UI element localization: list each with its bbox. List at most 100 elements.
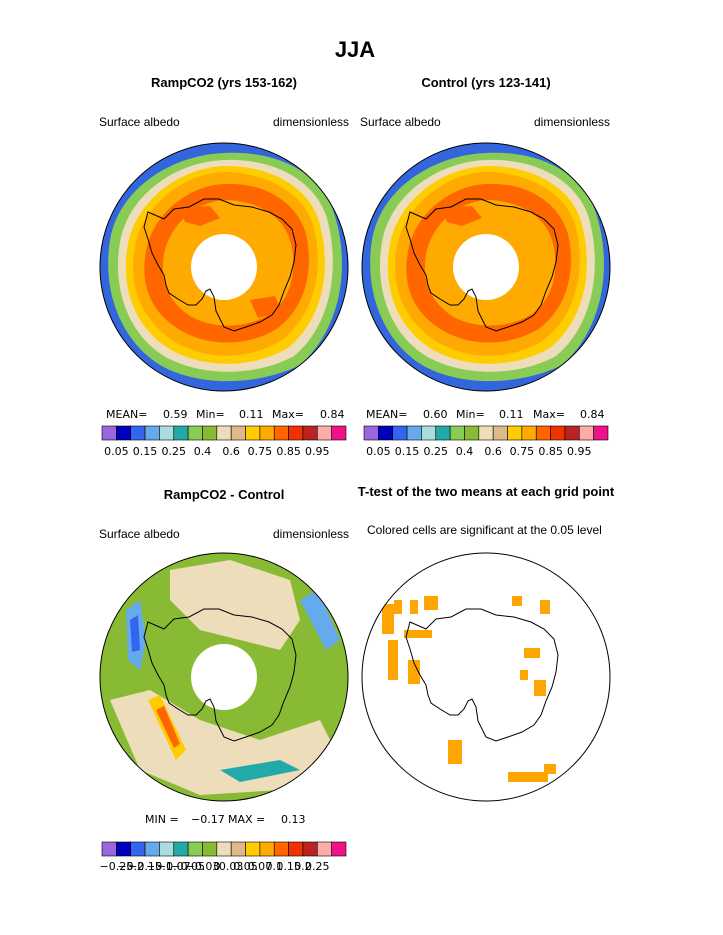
colorbar-swatch <box>363 425 379 441</box>
colorbar-swatch <box>331 841 347 857</box>
colorbar-swatch <box>492 425 508 441</box>
colorbar-swatch <box>316 425 332 441</box>
colorbar-tick-label: 0.85 <box>538 445 563 458</box>
colorbar-tick-label: −0.2 <box>117 860 144 873</box>
colorbar-swatch <box>331 425 347 441</box>
colorbar-swatch <box>202 425 218 441</box>
colorbar-swatch <box>101 841 117 857</box>
colorbar-swatch <box>202 841 218 857</box>
difference-right-label: dimensionless <box>273 527 350 541</box>
difference-left-label: Surface albedo <box>99 527 180 541</box>
colorbar-swatch <box>288 841 304 857</box>
colorbar-tick-label: 0.75 <box>510 445 535 458</box>
colorbar-tick-label: −0.03 <box>186 860 220 873</box>
rampco2-mean-value: 0.59 <box>163 408 188 421</box>
colorbar-tick-label: −0.1 <box>146 860 173 873</box>
colorbar-swatch <box>521 425 537 441</box>
colorbar-swatch <box>507 425 523 441</box>
control-map <box>361 142 611 392</box>
colorbar-swatch <box>173 425 189 441</box>
colorbar-swatch <box>116 425 132 441</box>
colorbar-tick-label: 0.05 <box>104 445 129 458</box>
colorbar-tick-label: −0.15 <box>128 860 162 873</box>
colorbar-swatch <box>421 425 437 441</box>
rampco2-map <box>99 142 349 392</box>
rampco2-right-label: dimensionless <box>273 115 350 129</box>
colorbar-swatch <box>464 425 480 441</box>
colorbar-swatch <box>273 425 289 441</box>
control-left-label: Surface albedo <box>360 115 441 129</box>
colorbar-tick-label: 0.03 <box>219 860 244 873</box>
colorbar-tick-label: −0.07 <box>157 860 191 873</box>
colorbar-tick-label: 0.05 <box>366 445 391 458</box>
rampco2-left-label: Surface albedo <box>99 115 180 129</box>
rampco2-max-label: Max= <box>272 408 304 421</box>
colorbar-swatch <box>159 425 175 441</box>
control-mean-value: 0.60 <box>423 408 448 421</box>
colorbar-tick-label: −0.05 <box>171 860 205 873</box>
colorbar-tick-label: 0.25 <box>424 445 449 458</box>
colorbar-swatch <box>230 425 246 441</box>
difference-max-value: 0.13 <box>281 813 306 826</box>
difference-min-value: −0.17 <box>191 813 225 826</box>
colorbar-swatch <box>144 841 160 857</box>
ttest-subtitle: Colored cells are significant at the 0.0… <box>367 523 602 537</box>
colorbar-swatch <box>216 841 232 857</box>
colorbar-tick-label: −0.25 <box>99 860 133 873</box>
control-max-value: 0.84 <box>580 408 605 421</box>
colorbar-tick-label: 0.6 <box>222 445 240 458</box>
colorbar-swatch <box>173 841 189 857</box>
rampco2-panel-title: RampCO2 (yrs 153-162) <box>151 75 297 90</box>
colorbar-swatch <box>273 841 289 857</box>
ttest-map <box>361 552 611 802</box>
colorbar-tick-label: 0.1 <box>265 860 283 873</box>
colorbar-tick-label: 0.75 <box>248 445 273 458</box>
difference-panel-title: RampCO2 - Control <box>163 487 285 502</box>
control-min-label: Min= <box>456 408 485 421</box>
colorbar-swatch <box>302 841 318 857</box>
rampco2-max-value: 0.84 <box>320 408 345 421</box>
colorbar-swatch <box>159 841 175 857</box>
colorbar-swatch <box>593 425 609 441</box>
colorbar-tick-label: 0.25 <box>305 860 330 873</box>
control-max-label: Max= <box>533 408 565 421</box>
colorbar-swatch <box>406 425 422 441</box>
colorbar-swatch <box>578 425 594 441</box>
difference-map <box>99 552 349 802</box>
colorbar-swatch <box>288 425 304 441</box>
colorbar-swatch <box>130 425 146 441</box>
colorbar-swatch <box>378 425 394 441</box>
control-min-value: 0.11 <box>499 408 524 421</box>
colorbar-swatch <box>187 425 203 441</box>
colorbar-swatch <box>144 425 160 441</box>
colorbar-swatch <box>245 425 261 441</box>
rampco2-min-value: 0.11 <box>239 408 264 421</box>
page-title: JJA <box>334 37 376 62</box>
colorbar-tick-label: 0.05 <box>233 860 258 873</box>
colorbar-swatch <box>392 425 408 441</box>
colorbar-tick-label: 0.2 <box>294 860 312 873</box>
colorbar-swatch <box>187 841 203 857</box>
colorbar-swatch <box>535 425 551 441</box>
colorbar-tick-label: 0 <box>213 860 220 873</box>
colorbar-tick-label: 0.15 <box>276 860 301 873</box>
colorbar-tick-label: 0.95 <box>305 445 330 458</box>
difference-min-label: MIN = <box>145 813 179 826</box>
colorbar-swatch <box>216 425 232 441</box>
colorbar-tick-label: 0.95 <box>567 445 592 458</box>
colorbar-tick-label: 0.4 <box>194 445 212 458</box>
ttest-panel-title: T-test of the two means at each grid poi… <box>357 484 615 499</box>
colorbar-swatch <box>435 425 451 441</box>
control-right-label: dimensionless <box>534 115 611 129</box>
control-panel-title: Control (yrs 123-141) <box>421 75 551 90</box>
colorbar-swatch <box>245 841 261 857</box>
colorbar-swatch <box>564 425 580 441</box>
control-mean-label: MEAN= <box>366 408 408 421</box>
colorbar-swatch <box>230 841 246 857</box>
colorbar-swatch <box>316 841 332 857</box>
colorbar-swatch <box>101 425 117 441</box>
rampco2-min-label: Min= <box>196 408 225 421</box>
colorbar-tick-label: 0.4 <box>456 445 474 458</box>
colorbar-swatch <box>478 425 494 441</box>
